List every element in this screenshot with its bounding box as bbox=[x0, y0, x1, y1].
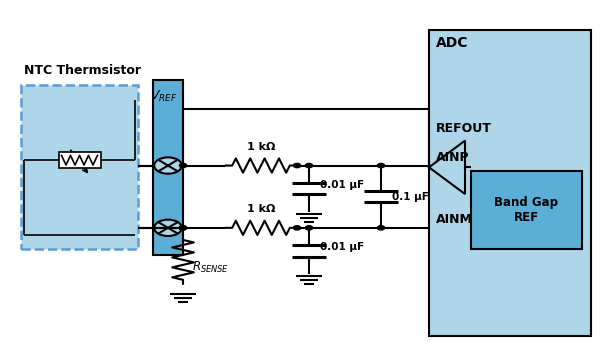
Text: Band Gap
REF: Band Gap REF bbox=[494, 196, 559, 224]
Text: $V_{REF}$: $V_{REF}$ bbox=[150, 89, 177, 104]
Text: REFOUT: REFOUT bbox=[436, 122, 492, 135]
Polygon shape bbox=[429, 141, 465, 194]
Circle shape bbox=[154, 157, 182, 174]
Text: 0.1 μF: 0.1 μF bbox=[392, 192, 428, 202]
Circle shape bbox=[179, 226, 187, 230]
Text: ADC: ADC bbox=[436, 36, 469, 49]
Bar bbox=[153, 80, 183, 255]
Circle shape bbox=[305, 163, 313, 168]
Bar bbox=[59, 152, 101, 168]
Text: NTC Thermsistor: NTC Thermsistor bbox=[24, 63, 141, 77]
Circle shape bbox=[293, 163, 301, 168]
Text: AINP: AINP bbox=[436, 151, 470, 164]
Text: 1 kΩ: 1 kΩ bbox=[247, 204, 275, 214]
Circle shape bbox=[179, 163, 187, 168]
Text: AINM: AINM bbox=[436, 213, 473, 226]
Bar bbox=[429, 30, 591, 336]
Circle shape bbox=[377, 226, 385, 230]
Circle shape bbox=[305, 226, 313, 230]
Circle shape bbox=[293, 226, 301, 230]
Text: $R_{SENSE}$: $R_{SENSE}$ bbox=[192, 260, 229, 274]
Circle shape bbox=[179, 226, 187, 230]
Text: 1 kΩ: 1 kΩ bbox=[247, 142, 275, 152]
Circle shape bbox=[377, 163, 385, 168]
Circle shape bbox=[154, 220, 182, 236]
Bar bbox=[471, 171, 582, 249]
Text: 0.01 μF: 0.01 μF bbox=[320, 242, 364, 252]
Bar bbox=[21, 85, 138, 249]
Text: 0.01 μF: 0.01 μF bbox=[320, 180, 364, 190]
